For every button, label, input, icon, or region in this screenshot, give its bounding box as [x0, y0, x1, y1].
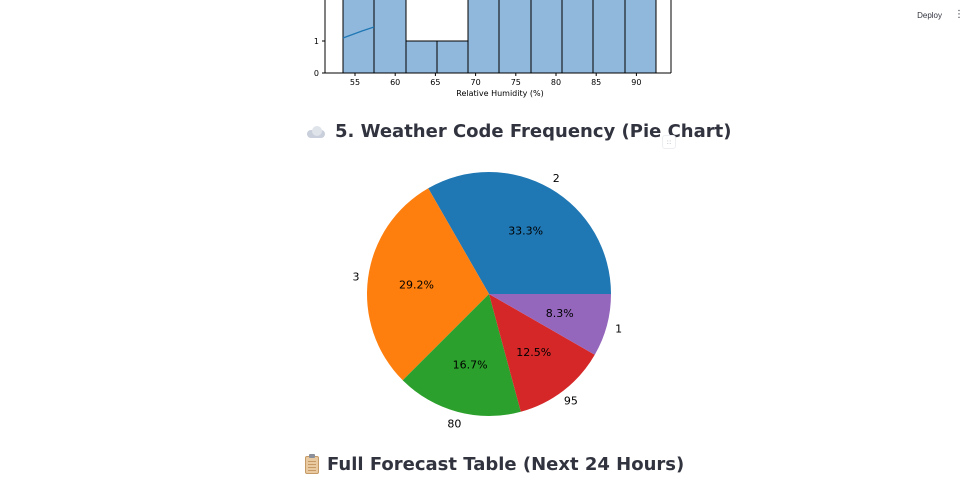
- x-ticks: 55 60 65 70 75 80 85 90: [350, 73, 641, 87]
- y-tick-label: 1: [314, 37, 319, 46]
- pie-category-label: 80: [447, 418, 461, 431]
- histogram-bar: [561, 0, 594, 74]
- x-tick-label: 80: [551, 78, 561, 87]
- histogram-bar: [592, 0, 626, 74]
- pie-category-label: 95: [564, 394, 578, 407]
- pie-slice: [367, 188, 489, 381]
- cloud-icon: [305, 125, 327, 138]
- histogram-bar: [467, 0, 500, 74]
- pie-percent-label: 29.2%: [399, 278, 434, 291]
- section-heading-forecast-table: Full Forecast Table (Next 24 Hours): [305, 453, 685, 475]
- pie-category-label: 3: [352, 270, 359, 283]
- histogram-bar: [530, 0, 563, 74]
- app-toolbar: Deploy ⋮: [917, 10, 964, 20]
- pie-slice: [402, 294, 521, 416]
- pie-percent-label: 8.3%: [546, 307, 574, 320]
- pie-percent-label: 33.3%: [508, 225, 543, 238]
- x-tick-label: 60: [390, 78, 400, 87]
- x-tick-label: 90: [631, 78, 641, 87]
- deploy-button[interactable]: Deploy: [917, 10, 942, 20]
- pie-category-label: 2: [553, 172, 560, 185]
- pie-category-label: 1: [615, 323, 622, 336]
- main-menu-icon[interactable]: ⋮: [954, 9, 964, 20]
- kde-curve: [342, 26, 375, 39]
- histogram-bar: [624, 0, 657, 74]
- x-tick-label: 65: [430, 78, 440, 87]
- pie-slice: [489, 294, 595, 412]
- x-tick-label: 75: [511, 78, 521, 87]
- pie-percent-label: 16.7%: [453, 359, 488, 372]
- pie-slice: [428, 172, 611, 294]
- histogram-bar: [405, 40, 438, 74]
- histogram-bar: [436, 40, 469, 74]
- x-axis-label: Relative Humidity (%): [456, 89, 543, 98]
- weather-code-pie-chart: 33.3% 2 29.2% 3 16.7% 80 12.5% 95 8.3% 1: [352, 172, 622, 431]
- link-anchor-icon[interactable]: ::: [662, 135, 676, 149]
- pie-percent-label: 12.5%: [516, 346, 551, 359]
- humidity-histogram: 1 0 55 60 65 70 75 80 85 90 Relative Humidity (…: [314, 0, 672, 98]
- clipboard-icon: [305, 453, 319, 474]
- x-tick-label: 55: [350, 78, 360, 87]
- x-tick-label: 70: [471, 78, 481, 87]
- section-title: Full Forecast Table (Next 24 Hours): [327, 454, 685, 475]
- section-title: 5. Weather Code Frequency (Pie Chart): [335, 121, 732, 142]
- histogram-bars: [342, 0, 657, 74]
- histogram-bar: [498, 0, 532, 74]
- section-heading-weather-code: 5. Weather Code Frequency (Pie Chart): [305, 121, 731, 142]
- y-tick-label: 0: [314, 69, 319, 78]
- x-tick-label: 85: [591, 78, 601, 87]
- histogram-bar: [373, 0, 407, 74]
- pie-slice: [489, 294, 611, 355]
